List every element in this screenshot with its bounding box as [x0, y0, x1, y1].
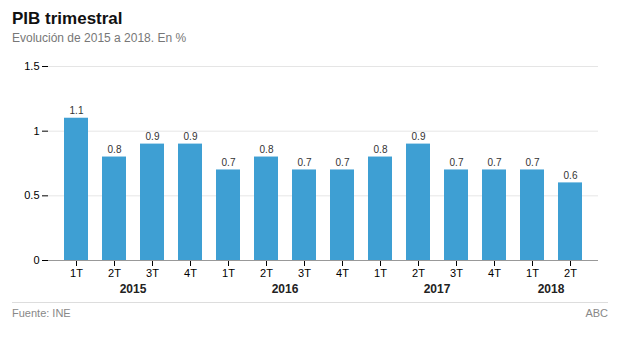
html-text:PIB trimestral: PIB trimestral [12, 9, 123, 28]
svg-text:4T: 4T [336, 267, 349, 279]
svg-text:0.5: 0.5 [24, 189, 39, 201]
svg-text:0.8: 0.8 [374, 144, 388, 155]
svg-text:1T: 1T [374, 267, 387, 279]
svg-text:1.5: 1.5 [24, 60, 39, 72]
html-text:2018: 2018 [537, 282, 565, 296]
html-text:2017: 2017 [423, 282, 451, 296]
svg-text:0.7: 0.7 [450, 157, 464, 168]
svg-text:1.1: 1.1 [70, 105, 84, 116]
html-text:Fuente: INE: Fuente: INE [12, 307, 71, 319]
svg-text:1T: 1T [222, 267, 235, 279]
svg-text:0.8: 0.8 [260, 144, 274, 155]
html-text:2016: 2016 [271, 282, 299, 296]
svg-text:3T: 3T [450, 267, 463, 279]
svg-text:0.6: 0.6 [564, 170, 578, 181]
svg-text:0.7: 0.7 [336, 157, 350, 168]
svg-text:0.7: 0.7 [222, 157, 236, 168]
svg-text:4T: 4T [488, 267, 501, 279]
svg-text:0.8: 0.8 [108, 144, 122, 155]
svg-text:0.9: 0.9 [184, 131, 198, 142]
html-text:2015: 2015 [119, 282, 147, 296]
svg-text:2T: 2T [564, 267, 577, 279]
svg-text:2T: 2T [260, 267, 273, 279]
svg-text:0.7: 0.7 [298, 157, 312, 168]
html-text:ABC: ABC [585, 307, 608, 319]
svg-text:1T: 1T [526, 267, 539, 279]
svg-text:0.9: 0.9 [412, 131, 426, 142]
svg-text:2T: 2T [412, 267, 425, 279]
svg-text:3T: 3T [146, 267, 159, 279]
svg-text:1: 1 [33, 125, 39, 137]
svg-text:0.7: 0.7 [488, 157, 502, 168]
svg-text:0: 0 [33, 254, 39, 266]
svg-text:4T: 4T [184, 267, 197, 279]
svg-text:3T: 3T [298, 267, 311, 279]
html-text:Evolución de 2015 a 2018. En %: Evolución de 2015 a 2018. En % [12, 31, 187, 45]
svg-text:0.9: 0.9 [146, 131, 160, 142]
svg-text:2T: 2T [108, 267, 121, 279]
svg-text:0.7: 0.7 [526, 157, 540, 168]
svg-text:1T: 1T [70, 267, 83, 279]
